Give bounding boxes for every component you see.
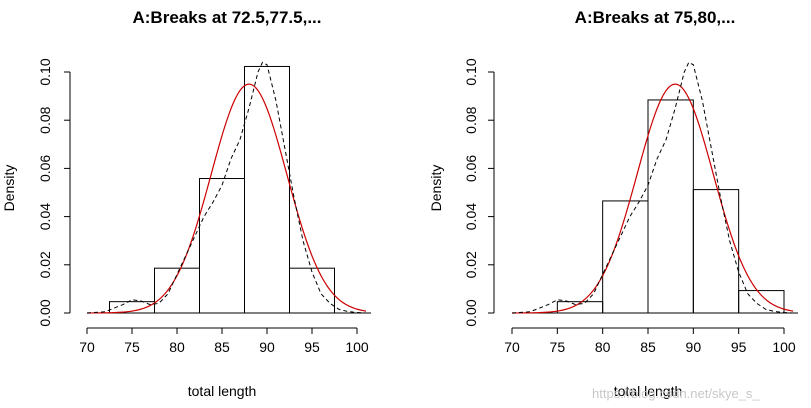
- histogram-bar: [738, 290, 785, 314]
- density-curve: [86, 61, 367, 314]
- x-tick-label: 80: [169, 339, 185, 355]
- histogram-panel-left: A:Breaks at 72.5,77.5,... 70 75 80 85 90 95 100…: [1, 8, 371, 399]
- x-tick-label: 80: [595, 339, 611, 355]
- x-tick-label: 75: [550, 339, 566, 355]
- histogram-bar: [289, 267, 335, 314]
- x-tick-label: 85: [214, 339, 230, 355]
- histogram-panel-right: A:Breaks at 75,80,... 70 75 80 85 90 95 100 tota…: [428, 8, 798, 399]
- y-tick-label: 0.08: [463, 106, 479, 133]
- x-tick-label: 100: [772, 339, 796, 355]
- histogram-bar: [647, 99, 694, 314]
- y-tick-label: 0.04: [463, 203, 479, 230]
- chart-title: A:Breaks at 75,80,...: [575, 8, 736, 27]
- x-tick-label: 75: [124, 339, 140, 355]
- x-tick-label: 70: [504, 339, 520, 355]
- y-tick-label: 0.10: [37, 58, 53, 85]
- histogram-bar: [692, 189, 740, 314]
- x-tick-label: 70: [79, 339, 95, 355]
- x-axis-label: total length: [188, 383, 257, 399]
- histogram-bar: [199, 178, 245, 314]
- y-tick-label: 0.08: [37, 106, 53, 133]
- y-axis-label: Density: [1, 165, 17, 212]
- chart-title: A:Breaks at 72.5,77.5,...: [132, 8, 321, 27]
- y-tick-label: 0.02: [37, 251, 53, 278]
- y-tick-label: 0.06: [463, 155, 479, 182]
- y-tick-label: 0.00: [37, 299, 53, 326]
- y-tick-label: 0.10: [463, 58, 479, 85]
- x-tick-label: 95: [304, 339, 320, 355]
- y-tick-label: 0.06: [37, 155, 53, 182]
- y-tick-label: 0.02: [463, 251, 479, 278]
- normal-curve: [511, 83, 794, 314]
- x-tick-label: 100: [345, 339, 369, 355]
- x-tick-label: 90: [686, 339, 702, 355]
- x-axis-label: total length: [614, 383, 683, 399]
- x-tick-label: 85: [640, 339, 656, 355]
- watermark: https://blog.csdn.net/skye_s_: [592, 386, 760, 401]
- normal-curve: [86, 83, 367, 314]
- y-tick-label: 0.04: [37, 203, 53, 230]
- y-axis-label: Density: [428, 165, 444, 212]
- histogram-bar: [244, 65, 290, 314]
- density-curve: [511, 61, 794, 314]
- x-tick-label: 95: [731, 339, 747, 355]
- y-tick-label: 0.00: [463, 299, 479, 326]
- x-tick-label: 90: [259, 339, 275, 355]
